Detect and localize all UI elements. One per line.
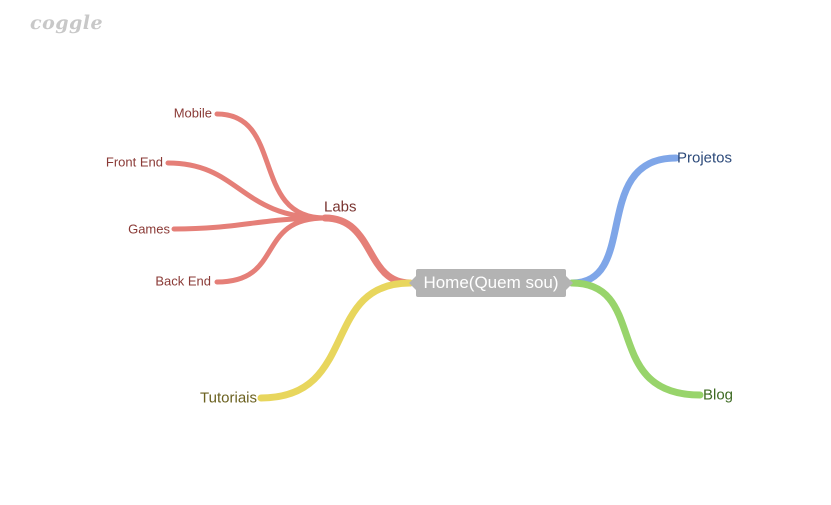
node-back-end[interactable]: Back End xyxy=(155,273,211,289)
node-front-end[interactable]: Front End xyxy=(105,154,163,170)
root-left-notch xyxy=(409,276,416,290)
branch-projetos xyxy=(568,154,680,287)
node-projetos[interactable]: Projetos xyxy=(677,149,733,167)
node-mobile[interactable]: Mobile xyxy=(173,105,212,121)
branch-mobile xyxy=(214,111,328,221)
coggle-logo: coggle xyxy=(30,12,104,34)
node-blog[interactable]: Blog xyxy=(703,386,734,404)
branch-front-end xyxy=(165,160,328,221)
branch-blog xyxy=(568,279,704,399)
branch-tutoriais xyxy=(257,279,414,402)
node-tutoriais[interactable]: Tutoriais xyxy=(200,389,257,407)
root-node[interactable]: Home(Quem sou) xyxy=(416,269,566,297)
root-node-label: Home(Quem sou) xyxy=(423,273,559,292)
branch-back-end xyxy=(214,215,328,285)
node-labs[interactable]: Labs xyxy=(324,198,357,216)
root-right-notch xyxy=(566,276,573,290)
node-games[interactable]: Games xyxy=(128,221,170,237)
branch-labs xyxy=(321,214,414,287)
